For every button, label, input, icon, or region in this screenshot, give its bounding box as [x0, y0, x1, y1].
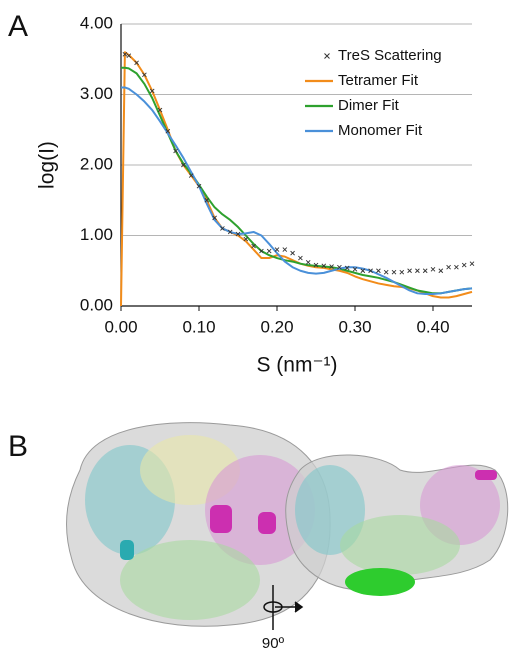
data-point	[438, 268, 444, 274]
data-point	[274, 247, 280, 252]
data-point	[227, 229, 233, 235]
data-point	[422, 268, 428, 274]
x-tick-label: 0.40	[416, 317, 449, 336]
data-point	[298, 255, 303, 261]
data-point	[352, 267, 358, 272]
data-point	[368, 268, 373, 274]
data-point	[282, 247, 288, 252]
y-tick-label: 2.00	[80, 154, 113, 173]
x-tick-label: 0.00	[104, 317, 137, 336]
data-point	[329, 264, 334, 269]
y-axis-title: log(I)	[36, 141, 59, 189]
data-point	[383, 269, 389, 275]
rotation-label: 90º	[262, 635, 285, 652]
data-point	[243, 236, 249, 242]
legend-marker	[324, 53, 330, 59]
y-tick-label: 4.00	[80, 13, 113, 32]
data-point	[157, 107, 163, 113]
data-point	[344, 265, 350, 271]
data-point	[446, 264, 451, 270]
panel-label: A	[8, 10, 28, 43]
x-tick-label: 0.20	[260, 317, 293, 336]
panel-label: B	[8, 430, 28, 463]
data-point	[391, 269, 397, 275]
x-tick-label: 0.30	[338, 317, 371, 336]
data-point	[415, 268, 420, 274]
data-point	[313, 262, 319, 268]
data-point	[430, 267, 436, 272]
data-point	[290, 250, 295, 256]
legend-label: Tetramer Fit	[338, 72, 419, 89]
rotation-arrow	[263, 585, 304, 630]
data-point	[266, 248, 272, 254]
data-point	[134, 60, 139, 66]
series-line	[121, 66, 473, 295]
data-point	[461, 262, 467, 268]
data-point	[196, 183, 202, 189]
data-point	[204, 197, 210, 203]
y-tick-label: 3.00	[80, 84, 113, 103]
structure-right	[285, 454, 509, 596]
data-point	[251, 243, 256, 249]
data-point	[173, 148, 178, 154]
x-tick-label: 0.10	[182, 317, 215, 336]
legend-label: Dimer Fit	[338, 97, 400, 114]
structure-left	[66, 422, 331, 627]
data-point	[399, 269, 405, 275]
data-point	[376, 268, 381, 274]
data-point	[126, 53, 132, 59]
data-point	[454, 264, 459, 270]
data-point	[360, 268, 366, 274]
data-point	[122, 51, 128, 57]
y-tick-label: 0.00	[80, 295, 113, 314]
data-point	[407, 268, 412, 274]
data-point	[181, 162, 186, 168]
data-point	[212, 215, 217, 221]
series-line	[121, 86, 473, 296]
data-point	[469, 261, 475, 267]
data-point	[188, 173, 194, 178]
data-point	[305, 259, 311, 265]
y-tick-label: 1.00	[80, 225, 113, 244]
legend-label: TreS Scattering	[338, 47, 442, 64]
data-point	[235, 231, 241, 237]
data-point	[165, 128, 171, 134]
data-point	[337, 264, 342, 270]
legend-label: Monomer Fit	[338, 122, 423, 139]
data-point	[149, 88, 155, 94]
data-point	[321, 263, 327, 269]
data-point	[142, 72, 147, 78]
x-axis-title: S (nm⁻¹)	[256, 354, 337, 377]
data-point	[259, 248, 264, 254]
data-point	[220, 226, 225, 231]
